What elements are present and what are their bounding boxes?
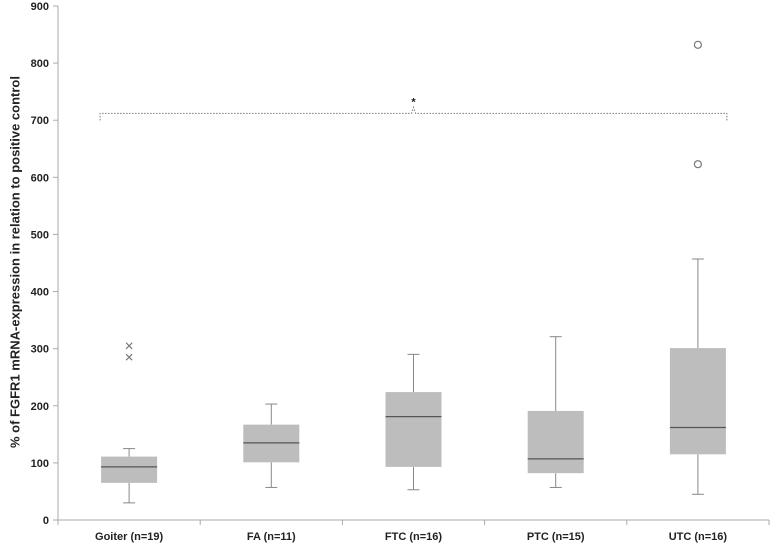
box — [101, 456, 158, 483]
plot-area: 0 100 200 300 400 500 600 700 800 900 Goiter (n=19… — [31, 1, 770, 543]
box — [527, 410, 584, 474]
x-tick-label: FA (n=11) — [247, 531, 296, 543]
box — [385, 392, 442, 467]
y-tick-label: 600 — [31, 172, 49, 184]
y-tick-label: 0 — [43, 515, 49, 527]
box — [669, 348, 726, 455]
outlier-point — [125, 353, 133, 361]
y-tick-label: 700 — [31, 115, 49, 127]
significance-bracket — [99, 105, 728, 121]
y-tick-label: 100 — [31, 458, 49, 470]
y-axis-label: % of FGFR1 mRNA-expression in relation t… — [7, 76, 22, 448]
y-tick-label: 500 — [31, 229, 49, 241]
y-tick-label: 800 — [31, 58, 49, 70]
y-tick-label: 400 — [31, 287, 49, 299]
x-tick-label: Goiter (n=19) — [95, 531, 163, 543]
outlier-point — [125, 342, 133, 350]
x-tick-label: FTC (n=16) — [385, 531, 442, 543]
y-tick-label: 900 — [31, 1, 49, 13]
significance-label: * — [411, 96, 416, 108]
outlier-point — [693, 40, 703, 49]
x-tick-label: UTC (n=16) — [669, 531, 728, 543]
y-tick-label: 200 — [31, 401, 49, 413]
outlier-point — [693, 160, 703, 169]
x-tick-label: PTC (n=15) — [527, 531, 585, 543]
y-tick-label: 300 — [31, 344, 49, 356]
